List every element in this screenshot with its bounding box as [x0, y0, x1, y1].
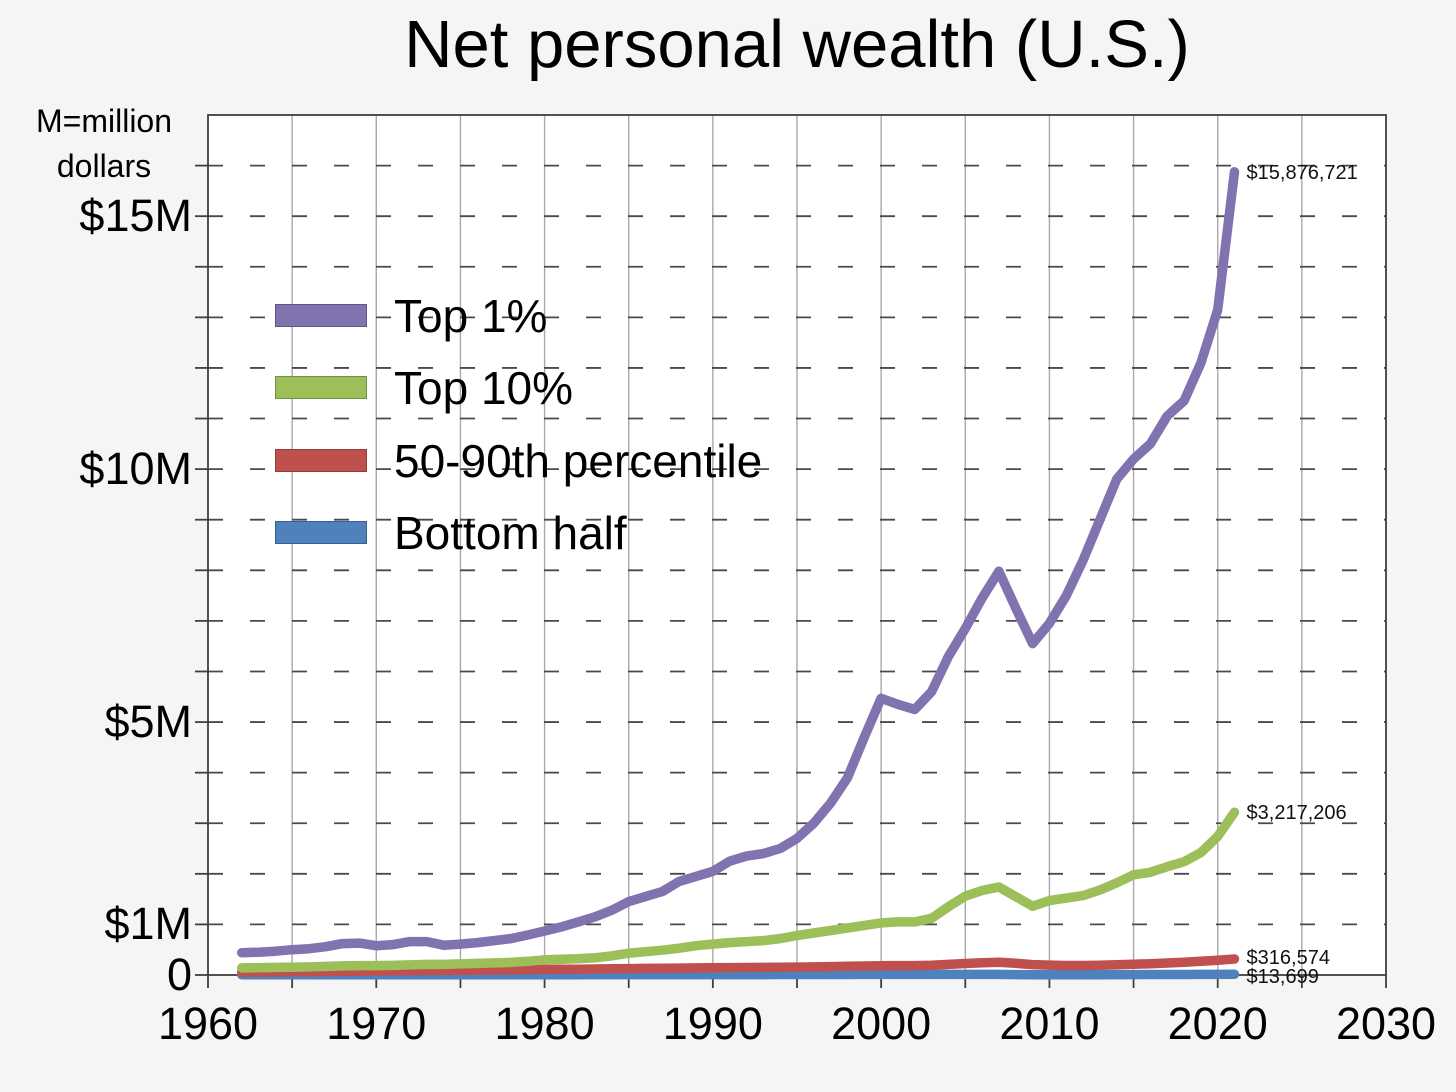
series-end-label-50-90th-percentile: $316,574	[1247, 947, 1330, 969]
x-axis-tick-label: 2010	[999, 998, 1100, 1049]
x-axis-tick-label: 2020	[1167, 998, 1268, 1049]
chart-title: Net personal wealth (U.S.)	[404, 7, 1190, 82]
series-line-top-10-	[236, 807, 1240, 973]
y-axis-tick-label: $1M	[104, 898, 192, 950]
x-axis-tick-label: 2000	[831, 998, 932, 1049]
x-axis-tick-label: 1970	[326, 998, 427, 1049]
y-axis-unit-note: M=million dollars	[8, 99, 200, 189]
unit-note-line2: dollars	[56, 148, 152, 184]
series-end-label-bottom-half: $13,699	[1247, 966, 1319, 988]
legend-swatch	[275, 376, 367, 400]
series-line-50-90th-percentile	[236, 954, 1240, 977]
x-axis-tick-label: 1980	[494, 998, 595, 1049]
x-axis-tick-label: 2030	[1335, 998, 1437, 1049]
unit-note-line1: M=million	[35, 103, 173, 139]
x-axis-tick-label: 1960	[157, 998, 259, 1049]
legend-swatch	[275, 304, 367, 327]
series-end-label-top-1-: $15,876,721	[1247, 162, 1358, 184]
series-end-label-top-10-: $3,217,206	[1247, 802, 1347, 824]
series-line-top-1-	[236, 167, 1240, 958]
legend-swatch	[275, 448, 367, 472]
legend-swatch	[275, 520, 367, 544]
x-axis-tick-label: 1990	[662, 998, 763, 1049]
y-axis-tick-label: $15M	[79, 190, 192, 242]
y-axis-tick-label: 0	[166, 949, 192, 1000]
y-axis-tick-label: $5M	[104, 696, 192, 748]
y-axis-tick-label: $10M	[79, 443, 192, 495]
